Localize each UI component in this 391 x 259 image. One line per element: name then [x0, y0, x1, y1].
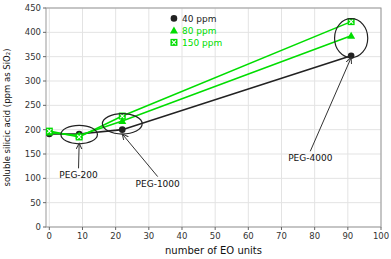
- grid-line: [281, 8, 282, 227]
- y-tick: [43, 178, 46, 179]
- x-tick: [49, 227, 50, 230]
- grid-line: [46, 81, 381, 82]
- legend-label: 80 ppm: [182, 26, 217, 36]
- highlight-ellipse: [335, 19, 368, 58]
- y-tick: [43, 56, 46, 57]
- highlight-ellipse: [102, 114, 142, 134]
- legend-marker: [171, 15, 178, 22]
- x-tick-label: 90: [342, 231, 353, 241]
- y-tick-label: 450: [25, 3, 41, 13]
- x-tick-label: 50: [210, 231, 221, 241]
- annotation-text: PEG-4000: [288, 153, 333, 163]
- marker-hatch: [172, 40, 176, 44]
- grid-line: [49, 8, 50, 227]
- annotation-text: PEG-200: [59, 170, 98, 180]
- x-tick: [148, 227, 149, 230]
- x-tick: [181, 227, 182, 230]
- legend: 40 ppm 80 ppm 150 ppm: [170, 14, 222, 48]
- y-tick-label: 250: [25, 100, 41, 110]
- grid: [46, 8, 381, 227]
- grid-line: [347, 8, 348, 227]
- plot-area: [46, 18, 368, 144]
- y-tick-label: 400: [25, 27, 41, 37]
- series-line: [49, 56, 351, 134]
- x-tick-label: 30: [143, 231, 154, 241]
- y-tick-label: 200: [25, 125, 41, 135]
- series-points: [46, 32, 355, 139]
- legend-label: 150 ppm: [182, 38, 222, 48]
- y-tick: [43, 32, 46, 33]
- plot-frame: [46, 8, 381, 227]
- marker-hatch: [120, 114, 124, 118]
- y-tick: [43, 154, 46, 155]
- x-tick: [347, 227, 348, 230]
- series-line: [49, 22, 351, 137]
- x-tick-label: 60: [243, 231, 254, 241]
- y-tick-label: 300: [25, 76, 41, 86]
- y-tick-label: 100: [25, 173, 41, 183]
- marker-hatch: [77, 135, 81, 139]
- x-tick: [248, 227, 249, 230]
- x-tick: [381, 227, 382, 230]
- x-tick: [281, 227, 282, 230]
- data-point: [46, 129, 53, 136]
- x-tick: [115, 227, 116, 230]
- legend-marker: [170, 26, 178, 33]
- y-tick: [43, 129, 46, 130]
- x-tick: [82, 227, 83, 230]
- x-tick-label: 70: [276, 231, 287, 241]
- y-tick: [43, 227, 46, 228]
- annotation-arrow: [78, 143, 80, 168]
- marker-hatch: [349, 20, 353, 24]
- grid-line: [314, 8, 315, 227]
- y-axis-label: soluble silicic acid (ppm as SiO₂): [2, 49, 12, 187]
- grid-line: [82, 8, 83, 227]
- x-tick: [215, 227, 216, 230]
- axes: 0 10 20 30 40 50 60 70 80 90 100 0 50 100 150 200 250 300…: [25, 3, 389, 241]
- grid-line: [248, 8, 249, 227]
- y-tick-label: 0: [36, 222, 41, 232]
- x-axis-label: number of EO units: [165, 245, 262, 256]
- x-tick-label: 100: [373, 231, 389, 241]
- marker-hatch: [47, 129, 51, 133]
- x-tick-label: 20: [110, 231, 121, 241]
- data-point: [119, 126, 126, 133]
- highlight-ellipse: [61, 125, 97, 143]
- series-points: [46, 18, 355, 140]
- x-tick: [314, 227, 315, 230]
- y-tick-label: 350: [25, 52, 41, 62]
- y-tick: [43, 81, 46, 82]
- grid-line: [46, 202, 381, 203]
- y-tick-label: 150: [25, 149, 41, 159]
- legend-marker: [170, 39, 177, 46]
- x-tick-label: 0: [47, 231, 52, 241]
- x-tick-label: 80: [309, 231, 320, 241]
- grid-line: [148, 8, 149, 227]
- data-point: [347, 32, 355, 39]
- grid-line: [46, 56, 381, 57]
- x-tick-label: 10: [77, 231, 88, 241]
- annotations: PEG-200 PEG-1000 PEG-4000: [59, 58, 351, 189]
- data-point: [46, 128, 53, 135]
- grid-line: [115, 8, 116, 227]
- annotation-arrow: [310, 58, 351, 152]
- y-tick: [43, 202, 46, 203]
- series-points: [46, 52, 354, 137]
- y-tick: [43, 8, 46, 9]
- annotation-arrow: [122, 134, 157, 177]
- annotation-text: PEG-1000: [136, 179, 181, 189]
- y-tick-label: 50: [30, 198, 41, 208]
- legend-label: 40 ppm: [182, 14, 217, 24]
- y-tick: [43, 105, 46, 106]
- chart: 0 10 20 30 40 50 60 70 80 90 100 0 50 100 150 200 250 300…: [0, 0, 391, 259]
- data-point: [76, 133, 83, 140]
- series-line: [49, 36, 351, 136]
- x-tick-label: 40: [177, 231, 188, 241]
